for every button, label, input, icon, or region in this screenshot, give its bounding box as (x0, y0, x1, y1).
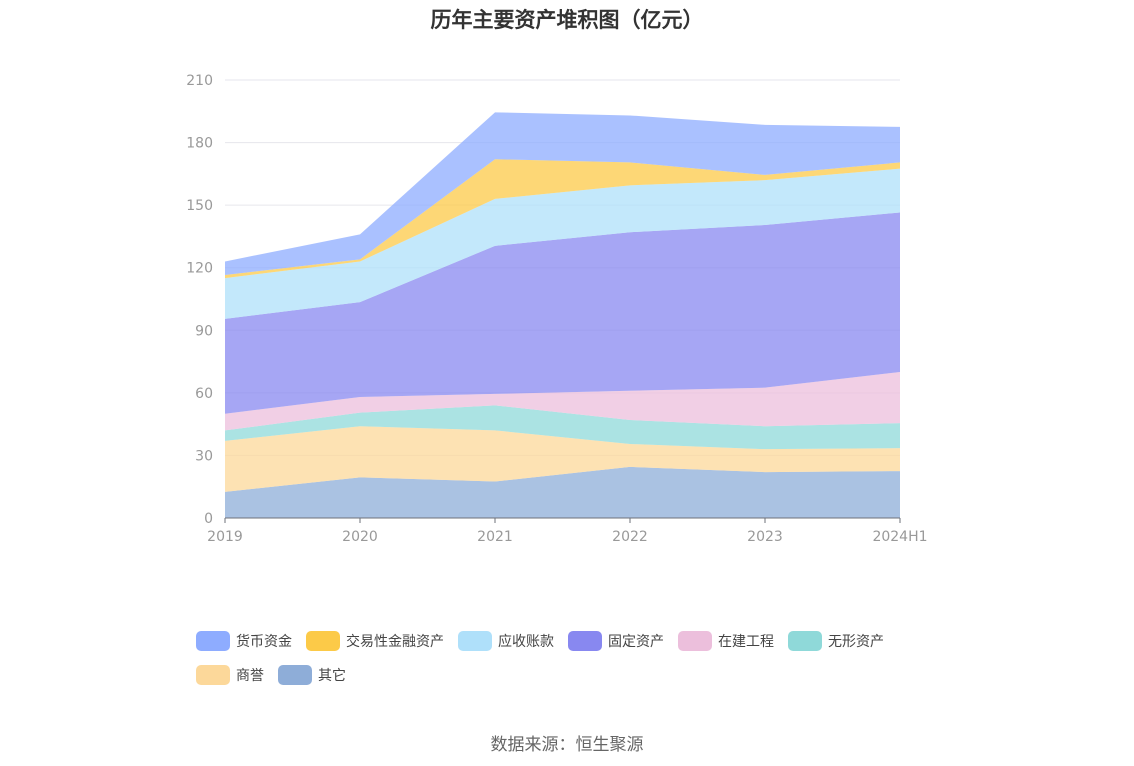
legend-label: 商誉 (236, 668, 264, 684)
chart-title: 历年主要资产堆积图（亿元） (430, 8, 704, 32)
legend-label: 货币资金 (236, 634, 292, 650)
y-tick-label: 90 (195, 323, 213, 339)
x-tick-label: 2024H1 (872, 529, 927, 545)
x-tick-label: 2019 (207, 529, 243, 545)
legend-label: 固定资产 (608, 634, 664, 650)
legend-swatch (196, 665, 230, 685)
legend-swatch (278, 665, 312, 685)
y-tick-label: 180 (186, 136, 213, 152)
legend-label: 无形资产 (828, 634, 884, 650)
y-tick-label: 210 (186, 73, 213, 89)
legend-item[interactable]: 其它 (278, 664, 346, 686)
area-series (225, 466, 900, 518)
legend-swatch (568, 631, 602, 651)
area-series (225, 405, 900, 450)
area-series (225, 426, 900, 492)
stacked-area-chart: 0 30 60 90 120 150 180 210 2019 2020 2021 2022 2023 2… (186, 73, 927, 545)
legend-swatch (306, 631, 340, 651)
x-tick-label: 2020 (342, 529, 378, 545)
legend-swatch (678, 631, 712, 651)
legend-item[interactable]: 无形资产 (788, 630, 884, 652)
data-source-note: 数据来源：恒生聚源 (490, 735, 644, 755)
y-tick-label: 30 (195, 448, 213, 464)
legend-item[interactable]: 交易性金融资产 (306, 630, 444, 652)
chart-legend: 货币资金 交易性金融资产 应收账款 固定资产 在建工程 无形资产商誉 其它 (196, 630, 956, 686)
legend-label: 交易性金融资产 (346, 634, 444, 650)
area-series (225, 168, 900, 319)
legend-swatch (196, 631, 230, 651)
legend-item[interactable]: 固定资产 (568, 630, 664, 652)
legend-swatch (788, 631, 822, 651)
area-series (225, 159, 900, 279)
x-tick-label: 2022 (612, 529, 648, 545)
area-series (225, 372, 900, 431)
y-tick-label: 150 (186, 198, 213, 214)
x-tick-label: 2021 (477, 529, 513, 545)
y-tick-label: 120 (186, 261, 213, 277)
legend-label: 在建工程 (718, 634, 774, 650)
legend-item[interactable]: 商誉 (196, 664, 264, 686)
x-tick-label: 2023 (747, 529, 783, 545)
legend-item[interactable]: 在建工程 (678, 630, 774, 652)
area-series (225, 212, 900, 414)
y-tick-label: 0 (204, 511, 213, 527)
legend-item[interactable]: 货币资金 (196, 630, 292, 652)
y-tick-label: 60 (195, 386, 213, 402)
legend-label: 应收账款 (498, 634, 554, 650)
legend-label: 其它 (318, 668, 346, 684)
area-series (225, 112, 900, 276)
legend-item[interactable]: 应收账款 (458, 630, 554, 652)
legend-swatch (458, 631, 492, 651)
